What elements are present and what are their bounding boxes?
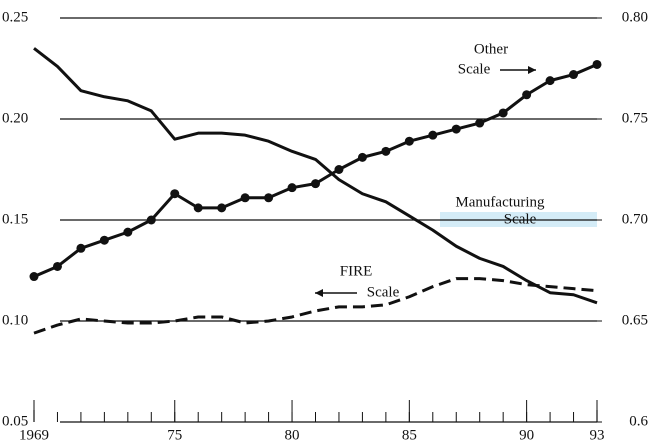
marker: [311, 179, 320, 189]
x-tick-label: 90: [519, 427, 534, 443]
marker: [193, 203, 203, 213]
marker: [592, 59, 602, 69]
annotation: Manufacturing: [455, 194, 545, 210]
x-tick-label: 75: [167, 427, 182, 443]
marker: [52, 261, 62, 271]
marker: [123, 227, 133, 237]
x-tick-label: 85: [402, 427, 417, 443]
marker: [170, 189, 180, 199]
marker: [451, 124, 461, 134]
marker: [334, 165, 344, 174]
marker: [146, 215, 156, 225]
y2-tick-label: 0.70: [622, 211, 648, 227]
y2-tick-label: 0.6: [629, 413, 648, 429]
annotation: Scale: [458, 61, 491, 77]
marker: [217, 203, 227, 213]
y2-tick-label: 0.75: [622, 110, 648, 126]
marker: [428, 130, 438, 140]
marker: [99, 235, 109, 245]
y-tick-label: 0.05: [2, 413, 28, 429]
marker: [287, 183, 297, 193]
marker: [569, 70, 579, 80]
y-tick-label: 0.25: [2, 9, 28, 25]
x-tick-label: 93: [590, 427, 605, 443]
line: [33, 63, 598, 278]
x-tick-label: 80: [285, 427, 300, 443]
annotation: FIRE: [340, 263, 373, 279]
arrow-head: [315, 289, 323, 297]
line: [33, 47, 598, 305]
y-tick-label: 0.15: [2, 211, 28, 227]
annotation: Scale: [367, 284, 400, 300]
y-tick-label: 0.20: [2, 110, 28, 126]
marker: [240, 193, 250, 203]
x-tick-label: 1969: [19, 427, 49, 443]
y2-tick-label: 0.80: [622, 9, 648, 25]
arrow-head: [528, 66, 536, 74]
marker: [29, 272, 39, 282]
marker: [381, 146, 391, 156]
marker: [404, 136, 414, 146]
line: [33, 277, 598, 335]
marker: [357, 152, 367, 162]
marker: [498, 108, 508, 118]
marker: [522, 90, 532, 100]
marker: [475, 118, 485, 128]
marker: [76, 243, 86, 253]
y2-tick-label: 0.65: [622, 312, 648, 328]
marker: [264, 193, 274, 203]
annotation: Other: [474, 41, 508, 57]
y-tick-label: 0.10: [2, 312, 28, 328]
marker: [545, 76, 555, 86]
annotation: Scale: [504, 211, 537, 227]
